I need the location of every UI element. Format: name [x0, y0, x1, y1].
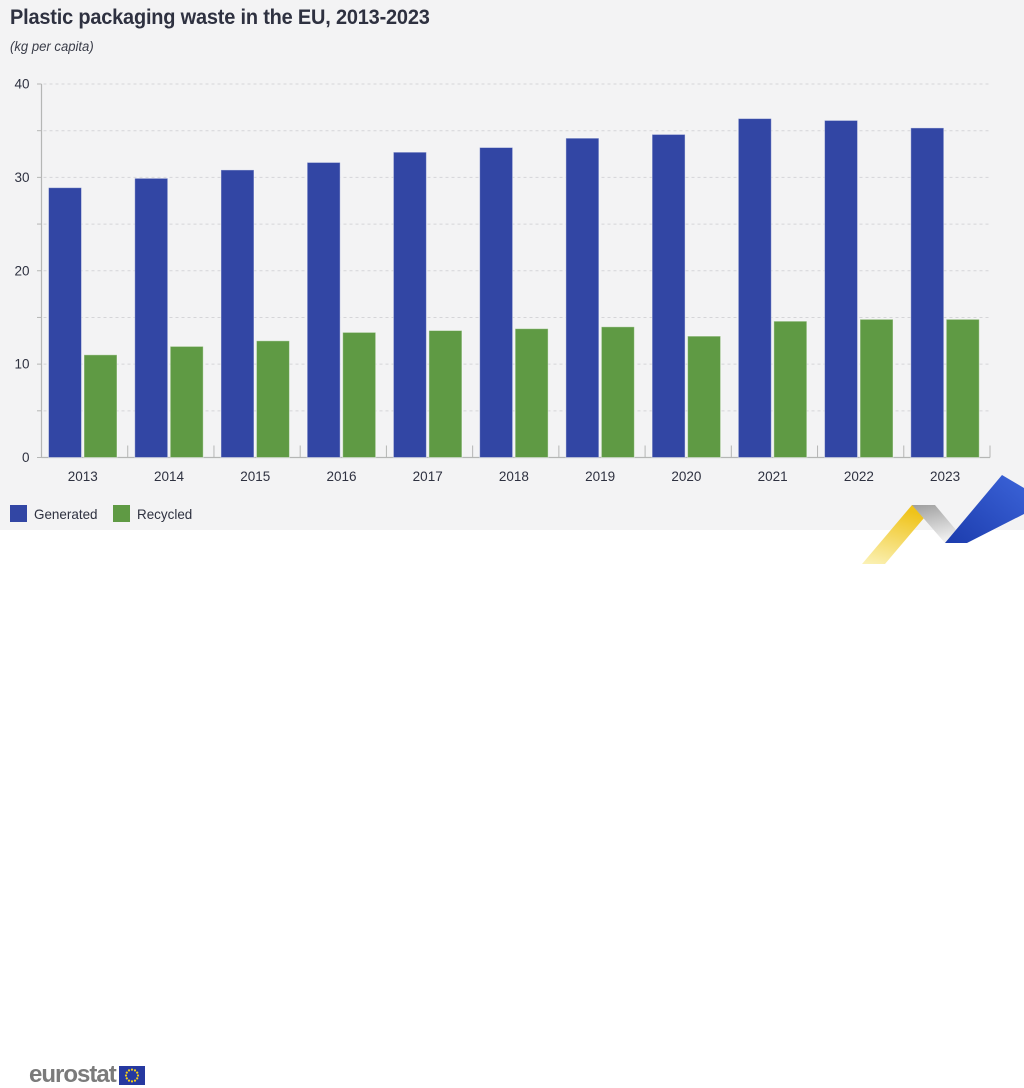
bar-generated-2014	[134, 177, 169, 458]
bar-generated-2013	[48, 187, 82, 459]
x-axis-label-2018: 2018	[499, 469, 529, 484]
recycled-swatch-icon	[113, 505, 131, 522]
eurostat-logo: eurostat	[29, 1063, 145, 1087]
bar-recycled-2019	[600, 326, 635, 458]
footer-strip: eurostat	[0, 530, 1024, 1087]
bar-generated-2022	[824, 119, 859, 458]
x-axis-label-2022: 2022	[844, 469, 874, 484]
legend-label-generated: Generated	[34, 505, 98, 522]
bar-generated-2019	[565, 137, 600, 458]
legend-item-recycled: Recycled	[113, 505, 195, 522]
bar-recycled-2021	[773, 320, 808, 458]
y-axis-label-20: 20	[14, 263, 29, 278]
bar-generated-2016	[306, 161, 341, 458]
bar-recycled-2023	[945, 318, 980, 458]
chart-legend: Generated Recycled	[10, 505, 195, 522]
y-axis-label-30: 30	[14, 170, 29, 185]
bar-recycled-2018	[514, 328, 549, 458]
legend-label-recycled: Recycled	[137, 505, 193, 522]
page-subtitle: (kg per capita)	[10, 39, 94, 54]
bar-generated-2023	[910, 127, 945, 458]
bar-recycled-2014	[169, 345, 204, 459]
generated-swatch-icon	[10, 505, 27, 522]
eu-flag-icon	[118, 1065, 145, 1085]
x-axis-label-2015: 2015	[240, 469, 270, 484]
page-title: Plastic packaging waste in the EU, 2013-…	[10, 6, 430, 29]
x-axis-label-2023: 2023	[930, 469, 960, 484]
bar-recycled-2020	[687, 335, 722, 458]
bar-recycled-2022	[859, 318, 894, 458]
x-axis-label-2019: 2019	[585, 469, 615, 484]
x-axis-label-2013: 2013	[68, 469, 98, 484]
chart-canvas: Plastic packaging waste in the EU, 2013-…	[0, 0, 1024, 530]
y-axis-label-40: 40	[14, 77, 29, 92]
y-axis-label-10: 10	[14, 357, 29, 372]
eurostat-logo-text: eurostat	[29, 1061, 117, 1088]
x-axis-label-2017: 2017	[413, 469, 443, 484]
bar-generated-2021	[737, 118, 772, 459]
bar-generated-2020	[651, 133, 686, 459]
bar-generated-2017	[392, 151, 427, 458]
bar-generated-2015	[220, 169, 255, 458]
x-axis-label-2021: 2021	[758, 469, 788, 484]
bar-recycled-2013	[83, 354, 118, 459]
bar-recycled-2016	[342, 331, 377, 458]
legend-item-generated: Generated	[10, 505, 100, 522]
bar-recycled-2017	[428, 330, 463, 459]
y-axis-label-0: 0	[22, 450, 30, 465]
x-axis-label-2014: 2014	[154, 469, 185, 484]
x-axis-label-2016: 2016	[326, 469, 356, 484]
chart-svg: 0 10 20 30 40 2013 2014 2015 2016 2017 2018 2019 202…	[14, 77, 991, 484]
bar-generated-2018	[479, 146, 514, 458]
bar-recycled-2015	[255, 340, 290, 458]
x-axis-label-2020: 2020	[671, 469, 701, 484]
